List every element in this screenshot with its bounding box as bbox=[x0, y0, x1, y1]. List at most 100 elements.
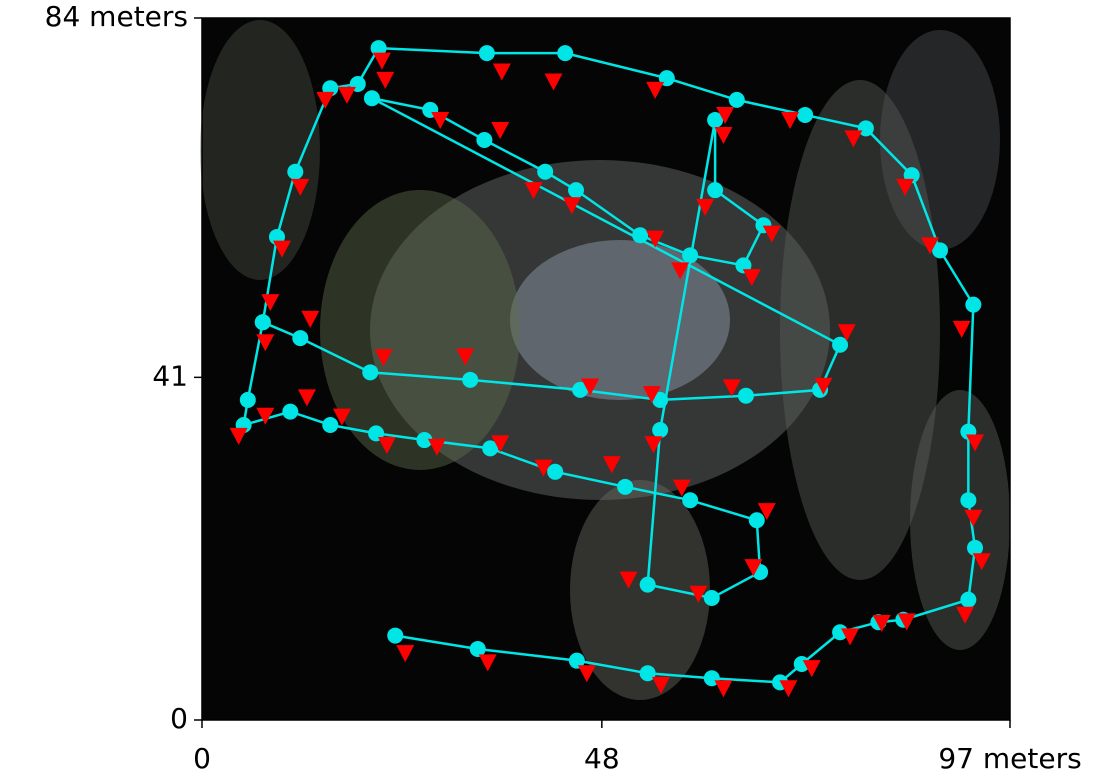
point bbox=[316, 91, 335, 109]
point bbox=[370, 40, 387, 57]
point bbox=[781, 111, 800, 129]
point bbox=[632, 227, 649, 244]
point bbox=[301, 310, 320, 328]
point bbox=[728, 91, 745, 108]
point bbox=[482, 440, 499, 457]
point bbox=[744, 559, 763, 577]
point bbox=[642, 386, 661, 404]
point bbox=[297, 389, 316, 407]
point bbox=[716, 106, 735, 124]
point bbox=[652, 422, 669, 439]
y-tick-label: 84 meters bbox=[45, 0, 188, 33]
point bbox=[682, 492, 699, 509]
point bbox=[362, 364, 379, 381]
point bbox=[469, 640, 486, 657]
point bbox=[707, 182, 724, 199]
point bbox=[652, 391, 669, 408]
point bbox=[682, 247, 699, 264]
point bbox=[742, 269, 761, 287]
point bbox=[896, 178, 915, 196]
point bbox=[872, 615, 891, 633]
point bbox=[779, 680, 798, 698]
point bbox=[456, 348, 475, 366]
point bbox=[956, 606, 975, 624]
point bbox=[292, 330, 309, 347]
point bbox=[965, 296, 982, 313]
point bbox=[793, 656, 810, 673]
point bbox=[547, 463, 564, 480]
point bbox=[491, 435, 510, 453]
point bbox=[568, 182, 585, 199]
point bbox=[897, 613, 916, 631]
point bbox=[921, 237, 940, 255]
point bbox=[689, 585, 708, 603]
point bbox=[960, 591, 977, 608]
point bbox=[537, 163, 554, 180]
point bbox=[577, 665, 596, 683]
point bbox=[960, 492, 977, 509]
point bbox=[972, 553, 991, 571]
point bbox=[256, 407, 275, 425]
point bbox=[651, 676, 670, 694]
y-tick-label: 0 bbox=[170, 702, 188, 735]
point bbox=[722, 379, 741, 397]
x-tick-label: 48 bbox=[584, 742, 620, 775]
y-tick-label: 41 bbox=[152, 359, 188, 392]
point bbox=[964, 509, 983, 527]
point bbox=[572, 381, 589, 398]
point bbox=[832, 624, 849, 641]
point bbox=[337, 86, 356, 104]
point bbox=[841, 628, 860, 646]
point bbox=[374, 349, 393, 367]
point bbox=[857, 120, 874, 137]
point bbox=[714, 127, 733, 144]
point bbox=[832, 336, 849, 353]
point bbox=[322, 416, 339, 433]
point bbox=[581, 378, 600, 396]
point bbox=[797, 106, 814, 123]
point bbox=[617, 478, 634, 495]
point bbox=[491, 121, 510, 139]
point bbox=[714, 680, 733, 698]
point bbox=[748, 512, 765, 529]
point bbox=[431, 111, 450, 129]
point bbox=[844, 130, 863, 148]
point-cloud-background bbox=[200, 18, 1010, 720]
point bbox=[646, 81, 665, 99]
point bbox=[492, 63, 511, 81]
point bbox=[377, 437, 396, 455]
point bbox=[646, 230, 665, 248]
point bbox=[272, 240, 291, 258]
point bbox=[544, 73, 563, 91]
point bbox=[261, 294, 280, 312]
point bbox=[416, 432, 433, 449]
point bbox=[967, 539, 984, 556]
point bbox=[376, 71, 395, 89]
point bbox=[396, 645, 415, 663]
point bbox=[644, 436, 663, 454]
point bbox=[557, 45, 574, 62]
point bbox=[291, 178, 310, 196]
point bbox=[427, 438, 446, 456]
point bbox=[524, 182, 543, 200]
point bbox=[757, 503, 776, 521]
point bbox=[639, 665, 656, 682]
point bbox=[952, 320, 971, 338]
point bbox=[239, 391, 256, 408]
x-tick-label: 97 meters bbox=[938, 742, 1081, 775]
point bbox=[671, 262, 690, 280]
point bbox=[837, 324, 856, 342]
point bbox=[256, 334, 275, 352]
marks bbox=[229, 40, 991, 698]
plot-frame bbox=[201, 17, 1011, 721]
point bbox=[707, 111, 724, 128]
point bbox=[332, 408, 351, 426]
point bbox=[966, 434, 985, 452]
point bbox=[254, 314, 271, 331]
point bbox=[737, 387, 754, 404]
point bbox=[814, 377, 833, 395]
point bbox=[387, 627, 404, 644]
point bbox=[802, 660, 821, 678]
point bbox=[534, 459, 553, 477]
